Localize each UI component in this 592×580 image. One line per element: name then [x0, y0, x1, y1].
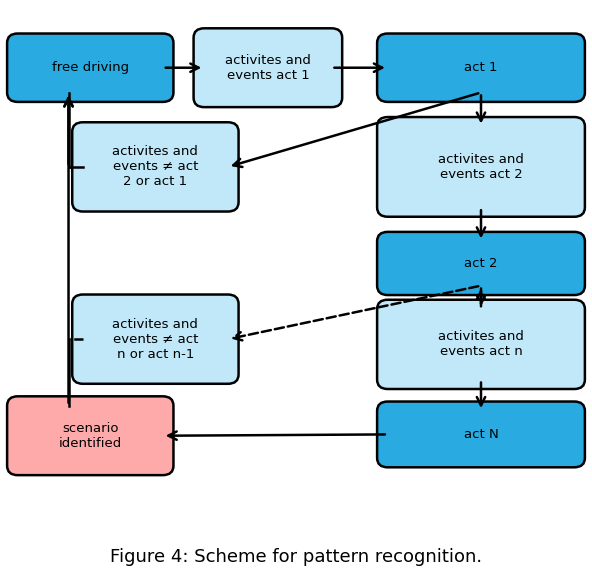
FancyBboxPatch shape	[377, 300, 585, 389]
FancyBboxPatch shape	[7, 396, 173, 475]
Text: activites and
events act n: activites and events act n	[438, 331, 524, 358]
Text: act 1: act 1	[464, 61, 498, 74]
FancyBboxPatch shape	[194, 28, 342, 107]
Text: activites and
events act 2: activites and events act 2	[438, 153, 524, 181]
FancyBboxPatch shape	[377, 232, 585, 295]
FancyBboxPatch shape	[72, 122, 239, 212]
FancyBboxPatch shape	[377, 401, 585, 467]
Text: activites and
events act 1: activites and events act 1	[225, 54, 311, 82]
Text: activites and
events ≠ act
n or act n-1: activites and events ≠ act n or act n-1	[112, 318, 198, 361]
FancyBboxPatch shape	[7, 34, 173, 102]
FancyBboxPatch shape	[377, 117, 585, 217]
Text: scenario
identified: scenario identified	[59, 422, 122, 450]
Text: activites and
events ≠ act
2 or act 1: activites and events ≠ act 2 or act 1	[112, 146, 198, 189]
Text: Figure 4: Scheme for pattern recognition.: Figure 4: Scheme for pattern recognition…	[110, 548, 482, 566]
FancyBboxPatch shape	[72, 295, 239, 384]
FancyBboxPatch shape	[377, 34, 585, 102]
Text: free driving: free driving	[52, 61, 129, 74]
Text: act N: act N	[464, 428, 498, 441]
Text: act 2: act 2	[464, 257, 498, 270]
